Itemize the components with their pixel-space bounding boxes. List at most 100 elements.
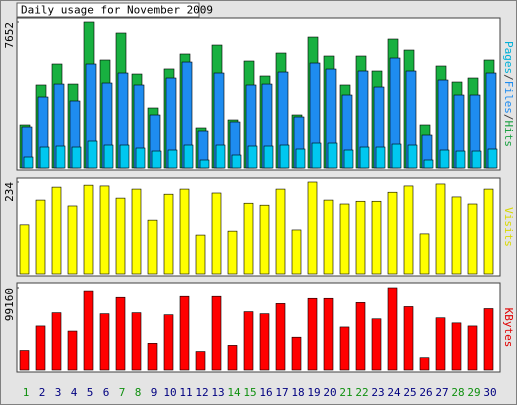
x-tick-label: 27 (435, 386, 448, 399)
bar (403, 306, 414, 371)
bar (339, 203, 350, 275)
bar (295, 148, 306, 169)
x-tick-label: 30 (483, 386, 496, 399)
bar (355, 302, 366, 371)
bar (279, 144, 290, 169)
x-tick-label: 5 (87, 386, 94, 399)
bar (227, 230, 238, 275)
bar (435, 317, 446, 371)
series-name: Files (502, 81, 515, 114)
x-tick-label: 28 (451, 386, 464, 399)
bar (419, 357, 430, 371)
panel (16, 177, 501, 277)
bar (195, 351, 206, 371)
bar (467, 203, 478, 275)
bar (99, 313, 110, 371)
x-tick-label: 16 (259, 386, 272, 399)
bar (227, 345, 238, 371)
bar (83, 290, 94, 371)
bar (323, 297, 334, 371)
bar (327, 142, 338, 169)
bar (199, 159, 210, 169)
x-tick-label: 2 (39, 386, 46, 399)
bar (83, 184, 94, 275)
y-axis-label: Visits (502, 207, 515, 247)
bar (183, 144, 194, 169)
bar (99, 185, 110, 275)
bar (339, 326, 350, 371)
bar (259, 204, 270, 275)
x-tick-label: 6 (103, 386, 110, 399)
bar (387, 191, 398, 275)
x-tick-label: 26 (419, 386, 432, 399)
bar (51, 312, 62, 371)
bar (343, 149, 354, 169)
bar (151, 150, 162, 169)
bar (163, 193, 174, 275)
x-tick-label: 25 (403, 386, 416, 399)
bar (355, 200, 366, 275)
label-separator: / (502, 74, 515, 81)
bar (259, 313, 270, 371)
bar (231, 154, 242, 169)
bar (67, 205, 78, 275)
bar (275, 303, 286, 371)
x-tick-label: 15 (243, 386, 256, 399)
bar (23, 156, 34, 169)
bar (435, 183, 446, 275)
bar (55, 145, 66, 169)
bar (371, 200, 382, 275)
x-tick-label: 13 (211, 386, 224, 399)
bar (195, 234, 206, 275)
bar (215, 144, 226, 169)
x-tick-label: 3 (55, 386, 62, 399)
x-tick-label: 23 (371, 386, 384, 399)
x-tick-label: 4 (71, 386, 78, 399)
bar (391, 143, 402, 169)
bar (403, 185, 414, 275)
x-tick-label: 24 (387, 386, 401, 399)
bar (211, 295, 222, 371)
bar (487, 148, 498, 169)
bar (467, 325, 478, 371)
bar (119, 144, 130, 169)
bar (131, 188, 142, 275)
bar (291, 229, 302, 275)
bar (103, 144, 114, 169)
x-tick-label: 12 (195, 386, 208, 399)
y-tick-label: 7652 (3, 22, 16, 49)
y-tick-label: 99160 (3, 288, 16, 321)
bar (483, 308, 494, 371)
bar (307, 181, 318, 275)
y-axis-label: KBytes (502, 308, 515, 348)
x-tick-label: 10 (163, 386, 176, 399)
bar (275, 188, 286, 275)
bar (179, 188, 190, 275)
bar (323, 199, 334, 275)
bar (147, 219, 158, 275)
chart-title: Daily usage for November 2009 (21, 4, 213, 17)
bar (451, 196, 462, 275)
x-tick-label: 1 (23, 386, 30, 399)
bar (263, 145, 274, 169)
series-name: KBytes (502, 308, 515, 348)
bar (179, 295, 190, 371)
bar (147, 343, 158, 371)
bar (407, 144, 418, 169)
bar (211, 192, 222, 275)
x-tick-label: 20 (323, 386, 336, 399)
bar (167, 149, 178, 169)
bar (163, 314, 174, 371)
bar (375, 146, 386, 169)
bar (291, 336, 302, 371)
label-separator: / (502, 114, 515, 121)
x-tick-label: 22 (355, 386, 368, 399)
series-name: Visits (502, 207, 515, 247)
x-tick-label: 18 (291, 386, 304, 399)
panel (16, 282, 501, 373)
series-name: Hits (502, 121, 515, 148)
bar (307, 297, 318, 371)
x-tick-label: 7 (119, 386, 126, 399)
x-tick-label: 21 (339, 386, 352, 399)
